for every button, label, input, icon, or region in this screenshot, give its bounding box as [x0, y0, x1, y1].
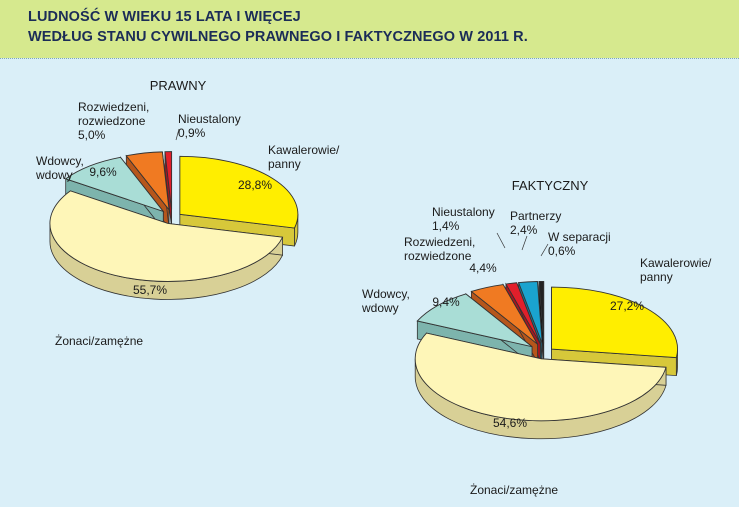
- slice-label: wdowy: [35, 168, 73, 182]
- slice-value-label: 55,7%: [133, 283, 167, 297]
- pie-chart-faktyczny: FAKTYCZNY Kawalerowie/panny 27,2% Żonaci/za…: [361, 178, 712, 497]
- slice-value-label: 9,4%: [432, 295, 460, 309]
- chart-title-line1: LUDNOŚĆ W WIEKU 15 LATA I WIĘCEJ: [28, 9, 301, 25]
- header-divider: [0, 58, 739, 60]
- slice-label: 0,6%: [548, 244, 576, 258]
- pie-slice: [414, 332, 667, 422]
- pie-slice: [538, 280, 545, 344]
- slice-label: Kawalerowie/: [640, 256, 712, 270]
- slice-label: 5,0%: [78, 128, 106, 142]
- pie-slice: [49, 190, 284, 282]
- pie-slice: [179, 155, 299, 229]
- leader-line: [175, 128, 180, 141]
- slice-label: Nieustalony: [432, 205, 495, 219]
- pie-slice: [164, 151, 173, 210]
- slice-label: Kawalerowie/: [268, 143, 340, 157]
- pie-slice: [505, 282, 541, 344]
- slice-label: 2,4%: [510, 223, 538, 237]
- slice-value-label: 28,8%: [238, 178, 272, 192]
- slice-label: wdowy: [361, 301, 399, 315]
- slice-value-label: 27,2%: [610, 299, 644, 313]
- pie-title: FAKTYCZNY: [512, 178, 589, 193]
- slice-label: Wdowcy,: [362, 287, 410, 301]
- slice-label: Rozwiedzeni,: [404, 235, 475, 249]
- pie-slice: [125, 151, 170, 212]
- slice-label: Żonaci/zamężne: [470, 483, 558, 497]
- slice-label: 1,4%: [432, 219, 460, 233]
- slice-label: Żonaci/zamężne: [55, 334, 143, 348]
- pie-slice: [416, 293, 533, 348]
- leader-line: [540, 243, 549, 257]
- slice-label: Nieustalony: [178, 112, 241, 126]
- chart-title-line2: WEDŁUG STANU CYWILNEGO PRAWNEGO I FAKTYC…: [28, 29, 528, 45]
- slice-value-label: 4,4%: [469, 261, 497, 275]
- slice-label: W separacji: [548, 230, 611, 244]
- slice-label: Rozwiedzeni,: [78, 100, 149, 114]
- pie-slice: [470, 284, 538, 345]
- pie-slice: [64, 156, 165, 213]
- pie-slice: [517, 281, 543, 344]
- slice-label: Partnerzy: [510, 209, 561, 223]
- pie-slice: [551, 286, 678, 359]
- slice-value-label: 54,6%: [493, 416, 527, 430]
- header-band: LUDNOŚĆ W WIEKU 15 LATA I WIĘCEJ WEDŁUG …: [0, 0, 739, 58]
- slice-label: Wdowcy,: [36, 154, 84, 168]
- slice-label: rozwiedzone: [404, 249, 472, 263]
- slice-label: 0,9%: [178, 126, 206, 140]
- slice-label: panny: [640, 270, 673, 284]
- slice-label: rozwiedzone: [78, 114, 146, 128]
- slice-label: panny: [268, 157, 301, 171]
- pie-chart-prawny: PRAWNY Kawalerowie/panny 28,8% Żonaci/zamęż…: [35, 78, 340, 348]
- leader-line: [496, 232, 506, 249]
- leader-line: [521, 235, 528, 251]
- pie-title: PRAWNY: [150, 78, 207, 93]
- slice-value-label: 9,6%: [89, 165, 117, 179]
